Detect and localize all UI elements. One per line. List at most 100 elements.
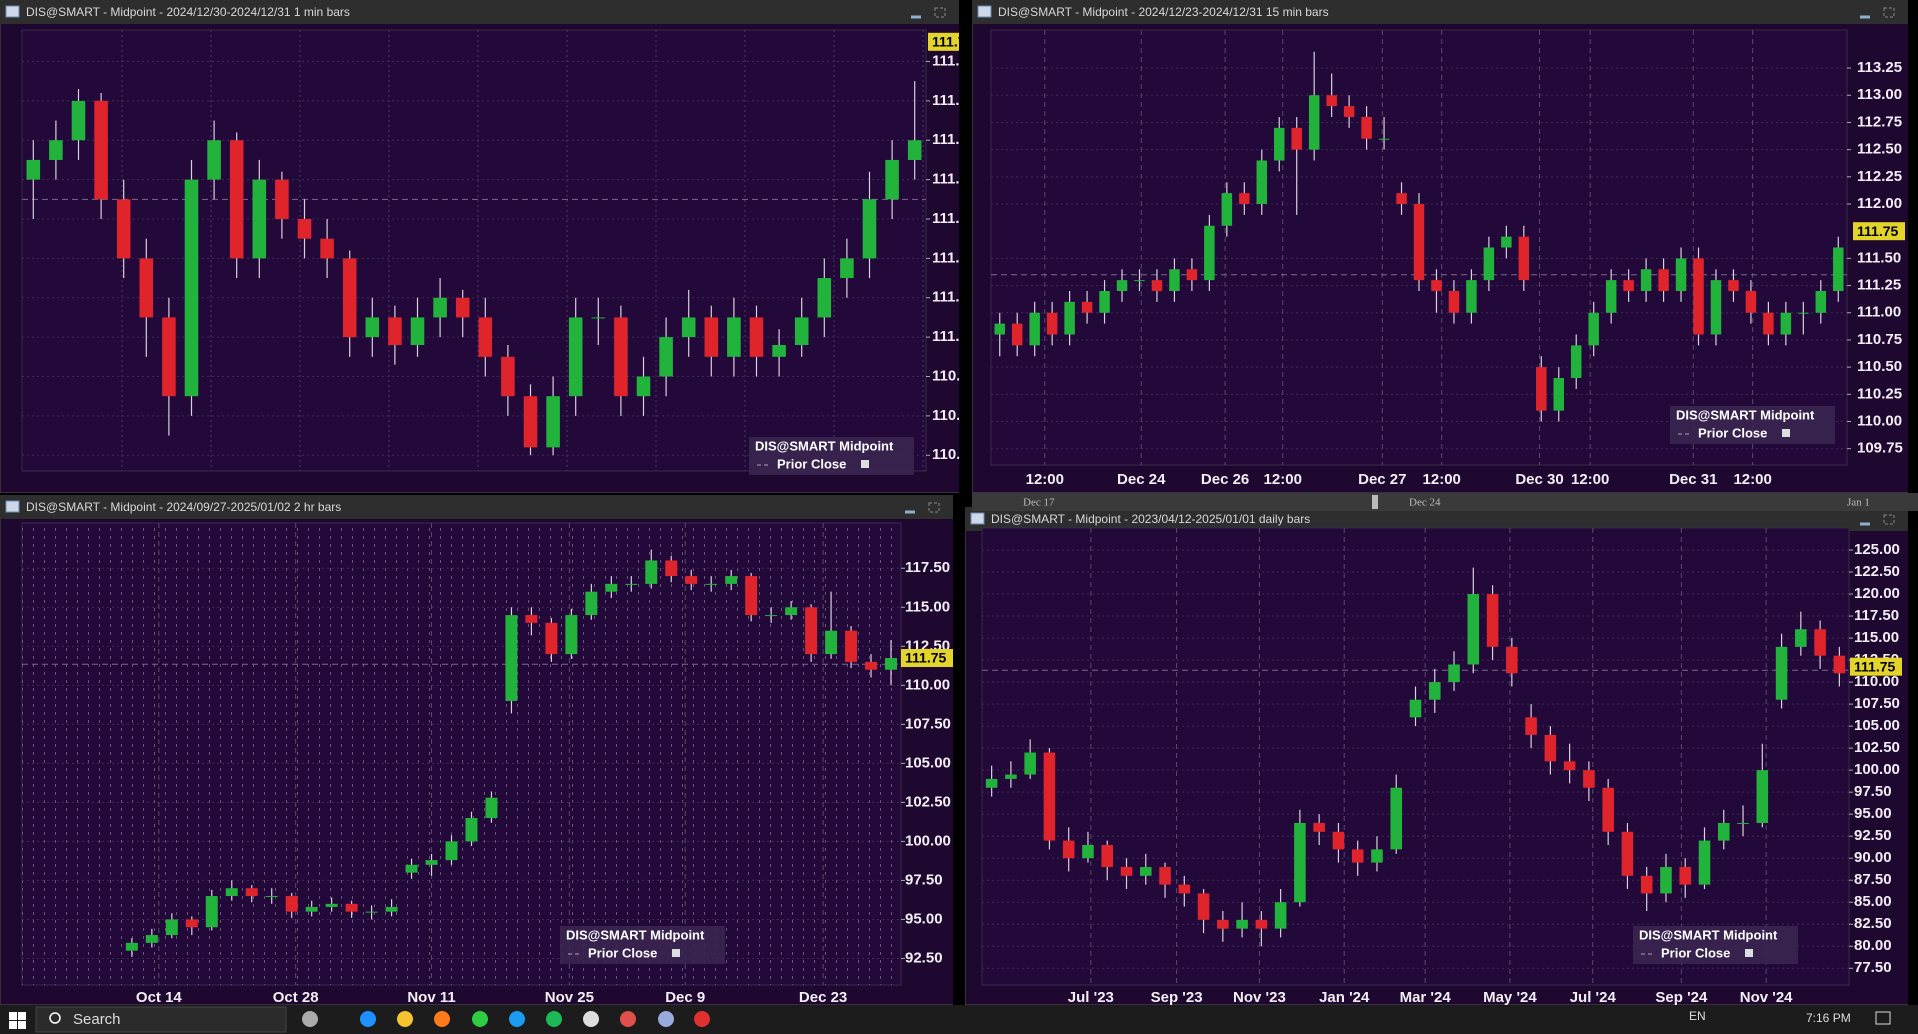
candle-body xyxy=(465,817,478,842)
candle-body xyxy=(1675,258,1687,291)
y-tick-label: 110.7 xyxy=(932,446,969,463)
maximize-button[interactable] xyxy=(934,7,946,18)
last-price-tag xyxy=(901,649,953,668)
candle-body xyxy=(345,903,358,912)
maximize-button[interactable] xyxy=(928,502,940,513)
candle-body xyxy=(865,661,878,670)
chart-window: DIS@SMART - Midpoint - 2024/09/27-2025/0… xyxy=(0,495,953,1006)
taskbar-app[interactable] xyxy=(302,1011,318,1027)
x-tick-label: Jan '24 xyxy=(1319,989,1370,1006)
y-tick-label: 111.7 xyxy=(932,52,968,69)
legend-checkbox[interactable] xyxy=(1782,429,1790,437)
candle-body xyxy=(207,140,221,180)
y-tick-label: 111.2 xyxy=(932,249,968,266)
candle-body xyxy=(785,607,798,616)
candle-body xyxy=(765,615,778,617)
candle-body xyxy=(525,615,538,623)
taskbar-app[interactable] xyxy=(658,1011,674,1027)
title-bar xyxy=(0,0,959,24)
scrollbar[interactable] xyxy=(972,493,1918,511)
candle-body xyxy=(1413,204,1425,281)
y-tick-label: 117.50 xyxy=(905,559,950,576)
candle-body xyxy=(1024,752,1036,775)
candle-body xyxy=(1343,106,1355,117)
candle-body xyxy=(225,888,238,897)
y-tick-label: 92.50 xyxy=(1854,827,1892,844)
candle-body xyxy=(1139,867,1152,876)
candle-body xyxy=(749,317,764,357)
taskbar-app[interactable] xyxy=(583,1011,599,1027)
taskbar-app[interactable] xyxy=(434,1011,450,1027)
taskbar-app[interactable] xyxy=(509,1011,525,1027)
x-tick-label: Mar '24 xyxy=(1400,989,1452,1006)
candle-body xyxy=(116,199,131,259)
candle-body xyxy=(1536,367,1547,411)
candle-body xyxy=(1605,280,1617,313)
maximize-button[interactable] xyxy=(1883,7,1895,18)
x-tick-label: Dec 9 xyxy=(665,989,705,1006)
window-title: DIS@SMART - Midpoint - 2023/04/12-2025/0… xyxy=(991,512,1310,526)
candle-body xyxy=(1583,770,1595,788)
legend-checkbox[interactable] xyxy=(672,949,680,957)
candle-body xyxy=(1563,761,1576,771)
taskbar-app[interactable] xyxy=(546,1011,562,1027)
start-button[interactable] xyxy=(9,1012,17,1020)
y-tick-label: 107.50 xyxy=(905,715,951,732)
start-button[interactable] xyxy=(9,1021,17,1029)
y-tick-label: 77.50 xyxy=(1854,959,1892,976)
candle-body xyxy=(410,317,425,345)
candle-body xyxy=(1332,831,1345,850)
y-tick-label: 110.75 xyxy=(1857,331,1902,348)
candle-body xyxy=(1833,655,1846,674)
candle-body xyxy=(388,317,402,345)
start-button[interactable] xyxy=(18,1021,26,1029)
candle-body xyxy=(26,159,41,180)
notifications[interactable] xyxy=(1875,1011,1891,1025)
chart-window: DIS@SMART - Midpoint - 2023/04/12-2025/0… xyxy=(965,507,1908,1006)
last-price-label: 111.75 xyxy=(905,650,946,666)
legend-checkbox[interactable] xyxy=(1745,949,1753,957)
maximize-button[interactable] xyxy=(1883,514,1895,525)
start-button[interactable] xyxy=(18,1012,26,1020)
search-box[interactable] xyxy=(35,1006,287,1033)
y-tick-label: 82.50 xyxy=(1854,915,1892,932)
candle-body xyxy=(320,238,334,259)
candle-body xyxy=(1005,774,1017,779)
y-tick-label: 110.9 xyxy=(932,367,969,384)
taskbar-app[interactable] xyxy=(472,1011,488,1027)
y-tick-label: 113.00 xyxy=(1857,86,1902,103)
x-tick-label: Sep '23 xyxy=(1151,989,1203,1006)
candle-body xyxy=(636,376,651,397)
scrollbar-thumb[interactable] xyxy=(1372,495,1378,509)
candle-body xyxy=(1409,699,1422,718)
candle-body xyxy=(1775,646,1788,700)
x-tick-label: Jul '24 xyxy=(1570,989,1617,1006)
candle-body xyxy=(275,179,289,219)
candle-body xyxy=(125,942,138,951)
taskbar-app[interactable] xyxy=(694,1011,710,1027)
candle-body xyxy=(425,860,438,865)
candle-body xyxy=(325,903,338,907)
candle-body xyxy=(817,278,832,318)
candle-body xyxy=(1099,291,1110,313)
taskbar-app[interactable] xyxy=(620,1011,636,1027)
taskbar-app[interactable] xyxy=(397,1011,413,1027)
y-tick-label: 110.00 xyxy=(905,676,950,693)
plot-area xyxy=(981,527,1850,986)
y-tick-label: 111.00 xyxy=(1857,304,1901,321)
candle-body xyxy=(1467,594,1480,665)
y-tick-label: 111.0 xyxy=(932,328,968,345)
y-tick-label: 111.4 xyxy=(932,171,969,188)
candle-body xyxy=(1501,236,1512,248)
last-price-tag xyxy=(928,32,959,51)
candle-body xyxy=(1062,840,1075,859)
candle-body xyxy=(1326,95,1337,107)
candle-body xyxy=(1186,269,1198,281)
candle-body xyxy=(342,258,357,338)
legend-checkbox[interactable] xyxy=(861,460,869,468)
y-tick-label: 122.50 xyxy=(1854,563,1900,580)
y-tick-label: 111.5 xyxy=(932,131,968,148)
y-tick-label: 110.50 xyxy=(1857,358,1902,375)
window-title: DIS@SMART - Midpoint - 2024/09/27-2025/0… xyxy=(26,500,341,514)
taskbar-app[interactable] xyxy=(360,1011,376,1027)
